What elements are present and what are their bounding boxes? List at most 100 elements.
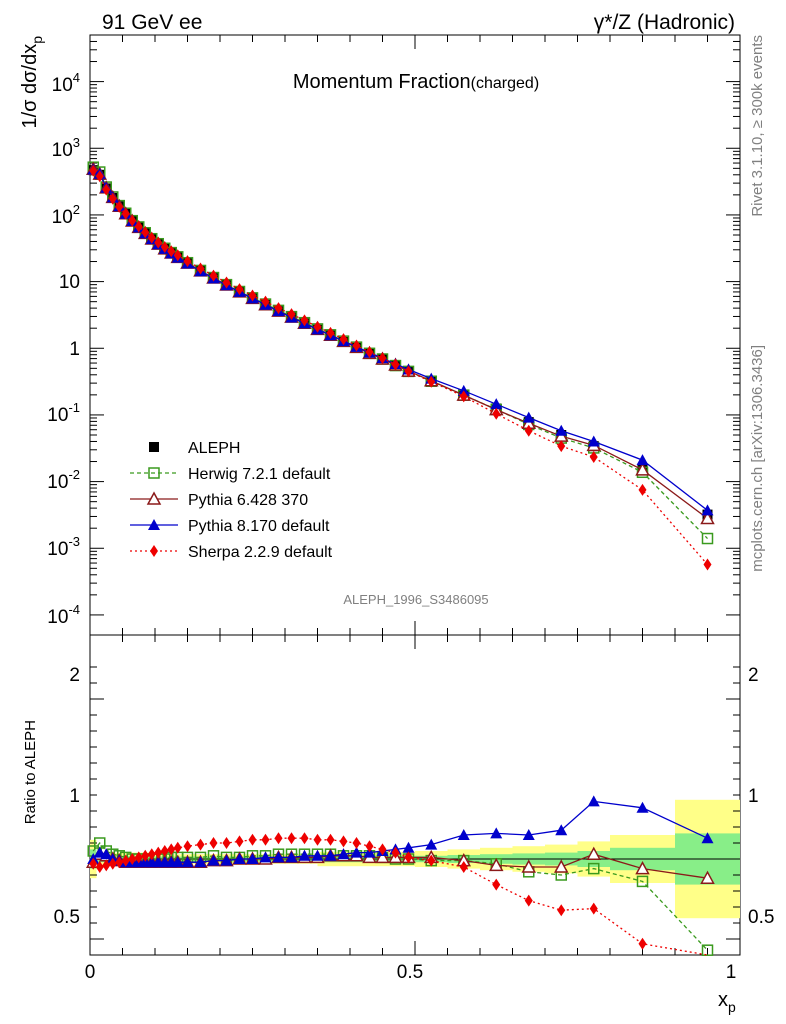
point-ratio-4-30 <box>391 846 400 859</box>
point-top-4-32 <box>427 375 436 388</box>
axis-ticks <box>89 34 741 955</box>
point-top-4-26 <box>339 333 348 346</box>
point-ratio-2-36 <box>553 859 569 873</box>
point-ratio-2-35 <box>521 859 537 873</box>
point-ratio-4-28 <box>365 840 374 853</box>
series-line-top-3 <box>92 168 708 511</box>
point-top-4-16 <box>209 269 218 282</box>
ratio-y-tick-2: 2 <box>69 665 80 686</box>
point-ratio-3-17 <box>220 854 233 866</box>
point-top-1-39 <box>701 532 714 545</box>
point-top-4-14 <box>183 255 192 268</box>
point-ratio-3-25 <box>324 849 337 861</box>
rivet-version-text: Rivet 3.1.10, ≥ 300k events <box>749 35 766 217</box>
legend-marker-4 <box>150 545 158 557</box>
point-ratio-1-39 <box>701 944 714 956</box>
point-ratio-4-1 <box>95 861 104 873</box>
right-title: γ*/Z (Hadronic) <box>594 11 735 34</box>
point-ratio-4-6 <box>128 853 137 865</box>
point-ratio-4-24 <box>313 833 322 846</box>
point-ratio-4-29 <box>378 843 387 856</box>
legend-label-4: Sherpa 2.2.9 default <box>188 544 333 561</box>
point-ratio-3-23 <box>298 849 311 861</box>
x-axis-label: xp <box>718 989 736 1015</box>
point-top-4-3 <box>108 192 117 205</box>
point-ratio-4-36 <box>557 904 566 917</box>
point-ratio-4-7 <box>134 851 143 864</box>
legend-marker-0 <box>149 442 159 452</box>
point-top-4-31 <box>404 365 413 378</box>
point-top-4-17 <box>222 276 231 289</box>
y-tick-1e3: 103 <box>52 135 80 161</box>
point-top-4-9 <box>147 231 156 244</box>
point-top-3-37 <box>587 435 600 447</box>
point-ratio-2-38 <box>635 861 650 875</box>
analysis-id: ALEPH_1996_S3486095 <box>343 592 488 607</box>
point-ratio-3-19 <box>246 853 259 864</box>
point-ratio-4-23 <box>300 832 309 845</box>
point-ratio-2-39 <box>700 870 715 884</box>
point-top-3-38 <box>636 454 649 466</box>
point-top-4-36 <box>557 440 566 453</box>
point-ratio-3-21 <box>272 851 285 863</box>
point-ratio-4-2 <box>102 859 111 872</box>
top-ylabel: 1/σ dσ/dxp <box>19 36 45 129</box>
point-ratio-4-27 <box>352 837 361 849</box>
point-top-3-39 <box>701 504 714 516</box>
point-top-4-8 <box>141 226 150 239</box>
point-ratio-2-37 <box>586 846 602 860</box>
top-y-tick-labels: 10-4 10-3 10-2 10-1 1 10 102 103 104 <box>47 70 80 628</box>
point-ratio-4-35 <box>524 894 533 907</box>
series-line-top-2 <box>92 168 708 519</box>
point-top-4-13 <box>173 249 182 262</box>
point-ratio-4-18 <box>235 835 244 848</box>
point-ratio-3-35 <box>522 829 535 840</box>
point-ratio-3-26 <box>337 848 350 860</box>
legend-label-3: Pythia 8.170 default <box>188 518 330 535</box>
point-ratio-4-19 <box>248 833 257 846</box>
y-tick-10: 10 <box>59 272 80 293</box>
point-ratio-3-16 <box>207 854 220 866</box>
ratio-y-tick-right-0.5: 0.5 <box>748 907 774 928</box>
ratio-y-tick-right-2: 2 <box>748 665 759 686</box>
point-ratio-3-22 <box>285 851 298 863</box>
point-ratio-3-15 <box>194 856 207 868</box>
point-top-4-18 <box>235 283 244 296</box>
point-top-2-39 <box>700 510 715 525</box>
point-ratio-4-13 <box>173 841 182 854</box>
point-top-4-29 <box>378 352 387 365</box>
point-top-4-25 <box>326 326 335 339</box>
ratio-y-tick-0.5: 0.5 <box>54 907 80 928</box>
y-tick-1e-2: 10-2 <box>47 467 80 493</box>
point-top-4-39 <box>703 558 712 571</box>
point-ratio-4-9 <box>147 848 156 861</box>
point-top-4-0 <box>89 164 98 177</box>
point-ratio-4-33 <box>459 861 468 873</box>
point-ratio-3-38 <box>636 801 649 813</box>
x-tick-label-1: 1 <box>726 962 737 983</box>
point-top-4-11 <box>160 241 169 254</box>
series-0 <box>88 165 713 520</box>
ratio-y-tick-1: 1 <box>69 786 80 807</box>
point-ratio-4-4 <box>115 856 124 869</box>
point-ratio-4-14 <box>183 840 192 853</box>
series-line-top-1 <box>92 166 708 539</box>
series-4 <box>89 164 712 956</box>
point-ratio-3-36 <box>555 824 568 836</box>
point-ratio-3-18 <box>233 853 246 864</box>
y-tick-1e-3: 10-3 <box>47 534 80 560</box>
series-2 <box>85 161 715 884</box>
point-ratio-4-16 <box>209 837 218 849</box>
point-ratio-3-14 <box>181 856 194 868</box>
point-top-4-19 <box>248 289 257 302</box>
point-top-4-38 <box>638 483 647 496</box>
point-top-3-34 <box>490 398 503 410</box>
legend-marker-1 <box>148 467 160 479</box>
ratio-y-tick-right-1: 1 <box>748 786 759 807</box>
plot-title: Momentum Fraction(charged) <box>293 71 539 93</box>
y-tick-1: 1 <box>69 339 80 360</box>
x-tick-label-0: 0 <box>85 962 96 983</box>
point-top-2-38 <box>635 462 650 476</box>
point-ratio-4-22 <box>287 832 296 845</box>
point-ratio-4-32 <box>427 854 436 867</box>
